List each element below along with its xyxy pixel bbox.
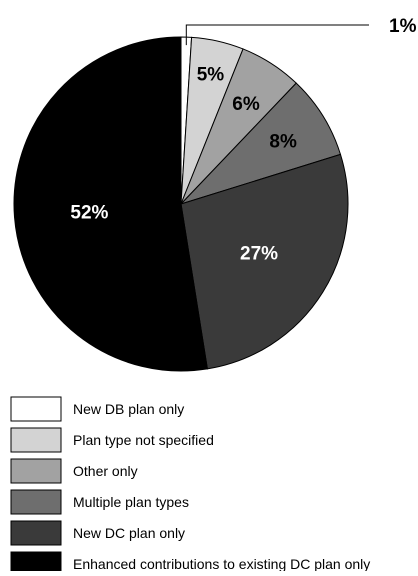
slice-value-label: 27%: [240, 243, 278, 264]
legend-swatch-new-dc-plan-only: [10, 520, 62, 546]
legend-swatch-other-only: [10, 458, 62, 484]
slice-value-label: 5%: [197, 65, 225, 86]
legend-swatch-multiple-plan-types: [10, 489, 62, 515]
legend: New DB plan only Plan type not specified O…: [10, 396, 370, 576]
callout-line: [185, 24, 369, 46]
legend-swatch-new-db-plan-only: [10, 396, 62, 422]
pie-slice-enhanced-contributions-to-existing-dc-plan-only: [13, 36, 208, 372]
legend-label: Multiple plan types: [73, 494, 189, 510]
slice-value-label: 6%: [232, 94, 260, 115]
legend-label: Enhanced contributions to existing DC pl…: [73, 556, 370, 571]
slice-value-label: 8%: [269, 132, 297, 153]
slice-value-label: 1%: [389, 16, 417, 37]
legend-label: New DB plan only: [73, 401, 184, 417]
slice-value-label: 52%: [70, 202, 108, 223]
legend-label: Plan type not specified: [73, 432, 214, 448]
pie-slice-new-dc-plan-only: [180, 153, 349, 370]
legend-swatch-enhanced-contributions-to-existing-dc-plan-only: [10, 551, 62, 576]
pie-labels: 1% 5% 6% 8% 27% 52%: [70, 16, 416, 264]
legend-swatch-plan-type-not-specified: [10, 427, 62, 453]
pie-slices: [13, 36, 349, 372]
legend-label: Other only: [73, 463, 138, 479]
legend-label: New DC plan only: [73, 525, 185, 541]
